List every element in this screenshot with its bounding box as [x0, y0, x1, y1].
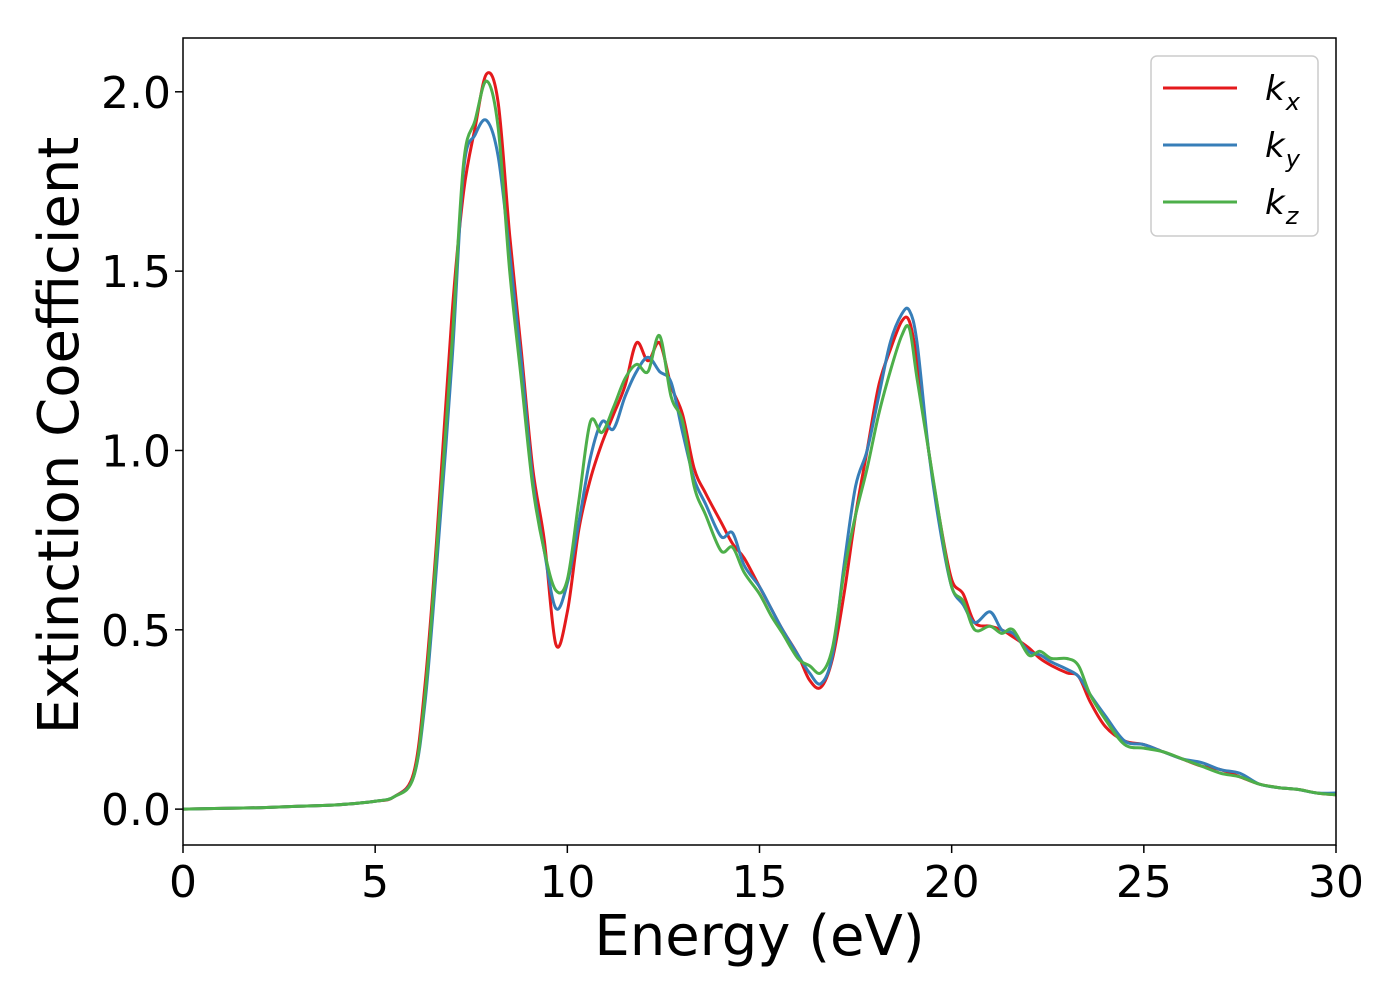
- x-tick-label: 15: [732, 857, 788, 908]
- x-tick-label: 10: [539, 857, 595, 908]
- y-axis-label: Extinction Coefficient: [27, 137, 92, 735]
- series-line-kz: [182, 79, 1337, 811]
- y-tick-label: 1.5: [101, 247, 171, 298]
- y-tick-label: 2.0: [101, 68, 171, 119]
- legend-label: kz: [1265, 183, 1300, 230]
- y-tick-label: 0.0: [101, 785, 171, 836]
- legend-entry: kx: [1163, 69, 1301, 116]
- x-tick-label: 30: [1308, 857, 1364, 908]
- x-tick-label: 20: [924, 857, 980, 908]
- y-axis-ticks: 0.0 0.5 1.0 1.5 2.0: [101, 68, 183, 836]
- y-tick-label: 1.0: [101, 426, 171, 477]
- x-axis-label: Energy (eV): [594, 904, 924, 969]
- legend-label-base: k: [1265, 183, 1286, 223]
- legend-label: kx: [1265, 69, 1301, 116]
- legend-label: ky: [1265, 126, 1301, 173]
- legend-label-base: k: [1265, 126, 1286, 166]
- x-tick-label: 5: [361, 857, 389, 908]
- x-axis-ticks: 0 5 10 15 20 25 30: [169, 845, 1364, 908]
- legend-label-subscript: x: [1285, 88, 1301, 116]
- legend-label-base: k: [1265, 69, 1286, 109]
- legend-label-subscript: y: [1285, 145, 1301, 173]
- legend-entry: kz: [1163, 183, 1300, 230]
- legend-entry: ky: [1163, 126, 1301, 173]
- legend-label-subscript: z: [1285, 202, 1300, 230]
- plot-lines: [182, 71, 1337, 811]
- y-tick-label: 0.5: [101, 606, 171, 657]
- x-tick-label: 0: [169, 857, 197, 908]
- x-tick-label: 25: [1116, 857, 1172, 908]
